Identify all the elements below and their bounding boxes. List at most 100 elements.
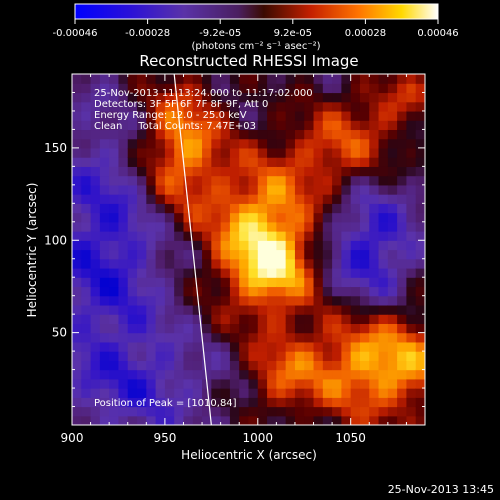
heatmap-cell (350, 101, 361, 112)
heatmap-cell (322, 157, 333, 167)
heatmap-cell (118, 360, 129, 371)
heatmap-cell (72, 83, 82, 94)
heatmap-cell (248, 212, 259, 223)
heatmap-cell (332, 378, 342, 389)
heatmap-cell (332, 360, 342, 371)
heatmap-cell (322, 397, 333, 408)
heatmap-cell (229, 378, 240, 389)
heatmap-cell (155, 129, 166, 140)
heatmap-cell (415, 249, 425, 260)
heatmap-cell (378, 110, 389, 121)
heatmap-cell (322, 314, 333, 324)
heatmap-cell (285, 277, 296, 288)
heatmap-cell (415, 221, 425, 232)
heatmap-cell (183, 240, 194, 251)
heatmap-cell (137, 277, 147, 288)
heatmap-cell (72, 415, 82, 425)
heatmap-cell (406, 415, 417, 425)
heatmap-cell (127, 323, 138, 334)
heatmap-cell (276, 166, 287, 177)
heatmap-cell (99, 212, 110, 223)
heatmap-cell (341, 397, 352, 408)
heatmap-cell (415, 101, 425, 112)
heatmap-cell (146, 129, 157, 140)
heatmap-cell (276, 351, 287, 361)
heatmap-cell (211, 83, 222, 94)
heatmap-cell (322, 203, 333, 214)
heatmap-cell (406, 240, 417, 251)
heatmap-cell (137, 157, 147, 167)
heatmap-cell (406, 314, 417, 324)
heatmap-cell (192, 101, 203, 112)
heatmap-cell (90, 203, 101, 214)
heatmap-cell (239, 240, 250, 251)
heatmap-cell (174, 83, 185, 94)
heatmap-cell (285, 258, 296, 269)
heatmap-cell (415, 175, 425, 186)
heatmap-cell (137, 249, 147, 260)
heatmap-cell (285, 101, 296, 112)
heatmap-cell (369, 351, 380, 361)
heatmap-cell (211, 240, 222, 251)
heatmap-cell (415, 360, 425, 371)
heatmap-cell (183, 157, 194, 167)
heatmap-cell (415, 415, 425, 425)
heatmap-cell (248, 129, 259, 140)
heatmap-cell (239, 304, 250, 315)
heatmap-cell (127, 378, 138, 389)
heatmap-cell (183, 406, 194, 417)
heatmap-cell (183, 212, 194, 223)
heatmap-cell (285, 286, 296, 297)
heatmap-cell (164, 157, 175, 167)
heatmap-cell (183, 175, 194, 186)
heatmap-cell (285, 406, 296, 417)
heatmap-cell (137, 286, 147, 297)
y-axis-label: Heliocentric Y (arcsec) (25, 183, 39, 318)
heatmap-cell (369, 277, 380, 288)
heatmap-cell (137, 74, 147, 84)
heatmap-cell (229, 83, 240, 94)
heatmap-cell (276, 267, 287, 278)
heatmap-cell (378, 258, 389, 269)
heatmap-cell (202, 120, 212, 131)
heatmap-cell (313, 129, 324, 140)
heatmap-cell (118, 221, 129, 232)
heatmap-cell (387, 360, 398, 371)
heatmap-cell (183, 295, 194, 306)
heatmap-cell (99, 231, 110, 241)
heatmap-cell (118, 203, 129, 214)
heatmap-cell (285, 147, 296, 158)
heatmap-cell (387, 388, 398, 398)
heatmap-cell (146, 74, 157, 84)
heatmap-cell (332, 203, 342, 214)
heatmap-cell (146, 138, 157, 149)
heatmap-cell (294, 378, 305, 389)
heatmap-cell (359, 120, 370, 131)
heatmap-cell (192, 277, 203, 288)
heatmap-cell (406, 258, 417, 269)
heatmap-cell (304, 138, 315, 149)
heatmap-cell (378, 157, 389, 167)
heatmap-cell (257, 332, 268, 343)
heatmap-cell (378, 83, 389, 94)
heatmap-cell (202, 388, 212, 398)
heatmap-cell (387, 147, 398, 158)
heatmap-cell (81, 277, 92, 288)
heatmap-cell (387, 277, 398, 288)
heatmap-cell (415, 129, 425, 140)
heatmap-cell (294, 304, 305, 315)
heatmap-cell (322, 212, 333, 223)
heatmap-cell (341, 277, 352, 288)
heatmap-cell (118, 406, 129, 417)
heatmap-cell (192, 388, 203, 398)
heatmap-cell (267, 360, 277, 371)
heatmap-cell (174, 295, 185, 306)
heatmap-cell (397, 221, 408, 232)
heatmap-cell (378, 74, 389, 84)
heatmap-cell (118, 92, 129, 103)
heatmap-cell (285, 120, 296, 131)
heatmap-cell (359, 332, 370, 343)
heatmap-cell (239, 74, 250, 84)
heatmap-cell (350, 147, 361, 158)
heatmap-cell (118, 157, 129, 167)
